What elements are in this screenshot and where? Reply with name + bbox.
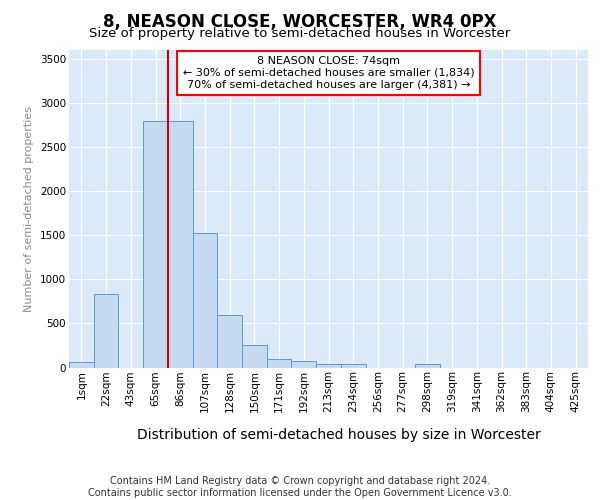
Bar bbox=[193, 232, 217, 368]
Y-axis label: Number of semi-detached properties: Number of semi-detached properties bbox=[25, 106, 34, 312]
Bar bbox=[242, 345, 267, 368]
Bar bbox=[415, 364, 440, 368]
Text: Distribution of semi-detached houses by size in Worcester: Distribution of semi-detached houses by … bbox=[137, 428, 541, 442]
Bar bbox=[69, 362, 94, 368]
Text: 8, NEASON CLOSE, WORCESTER, WR4 0PX: 8, NEASON CLOSE, WORCESTER, WR4 0PX bbox=[103, 12, 497, 30]
Text: 8 NEASON CLOSE: 74sqm
← 30% of semi-detached houses are smaller (1,834)
70% of s: 8 NEASON CLOSE: 74sqm ← 30% of semi-deta… bbox=[182, 56, 475, 90]
Bar bbox=[316, 364, 341, 368]
Bar bbox=[292, 362, 316, 368]
Text: Contains HM Land Registry data © Crown copyright and database right 2024.
Contai: Contains HM Land Registry data © Crown c… bbox=[88, 476, 512, 498]
Bar bbox=[168, 120, 193, 368]
Bar bbox=[267, 358, 292, 368]
Bar bbox=[217, 316, 242, 368]
Text: Size of property relative to semi-detached houses in Worcester: Size of property relative to semi-detach… bbox=[89, 28, 511, 40]
Bar bbox=[341, 364, 365, 368]
Bar bbox=[143, 120, 168, 368]
Bar bbox=[94, 294, 118, 368]
